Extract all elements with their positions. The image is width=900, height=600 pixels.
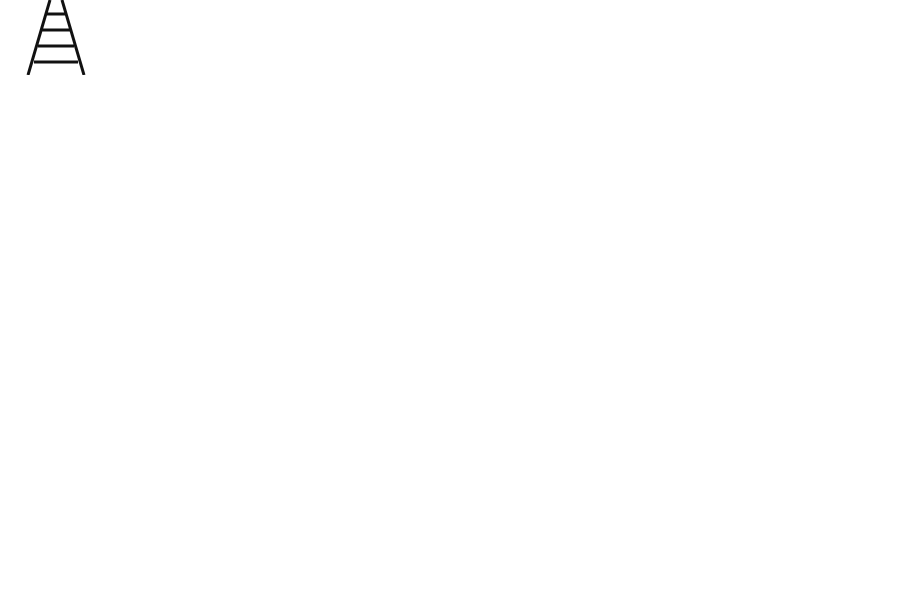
ladder-widget: [0, 0, 112, 75]
